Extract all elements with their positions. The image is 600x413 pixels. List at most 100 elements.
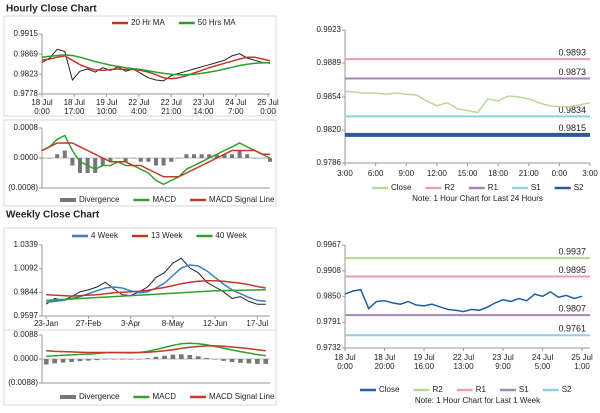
divergence-bar	[94, 359, 100, 361]
divergence-bar	[128, 359, 133, 360]
series-line	[46, 289, 266, 302]
x-tick-label: 3:00	[582, 169, 598, 178]
x-tick-label: 24 Jul	[532, 353, 554, 362]
divergence-bar	[70, 158, 75, 166]
series-line	[41, 54, 271, 76]
level-label: 0.9815	[558, 123, 586, 133]
divergence-bar	[77, 158, 83, 173]
x-tick-label: 9:00	[398, 169, 414, 178]
legend-label: S1	[519, 385, 529, 394]
series-line	[41, 134, 271, 186]
x-tick-label: 24 Jul	[225, 98, 247, 107]
legend-label: Close	[379, 385, 400, 394]
divergence-bar	[260, 158, 265, 159]
series-line	[46, 264, 266, 304]
divergence-bar	[162, 355, 167, 359]
x-tick-label: 5:00	[535, 362, 551, 371]
level-label: 0.9834	[558, 105, 586, 115]
legend-label: MACD Signal Line	[209, 392, 275, 401]
x-tick-label: 6:00	[368, 169, 384, 178]
y-tick-label: 0.9597	[14, 311, 39, 320]
x-tick-label: 19 Jul	[413, 353, 435, 362]
series-line	[46, 342, 266, 358]
legend-label: 50 Hrs MA	[198, 18, 236, 27]
x-tick-label: 3-Apr	[121, 319, 141, 328]
y-tick-label: 0.9820	[317, 125, 342, 134]
series-line	[41, 55, 271, 80]
y-tick-label: 0.9850	[317, 291, 342, 300]
divergence-bar	[238, 359, 243, 363]
divergence-bar	[111, 359, 117, 360]
divergence-bar	[131, 158, 136, 159]
series-line	[41, 142, 270, 178]
divergence-bar	[60, 359, 66, 363]
x-tick-label: 25 Jul	[257, 98, 279, 107]
divergence-bar	[229, 359, 235, 362]
level-label: 0.9895	[558, 265, 586, 275]
y-tick-label: (0.0088)	[8, 378, 38, 387]
divergence-bar	[255, 359, 260, 364]
x-tick-label: 22 Jul	[128, 98, 150, 107]
divergence-bar	[207, 154, 212, 158]
y-tick-label: 0.9778	[14, 89, 39, 98]
section-title: Hourly Close Chart	[6, 4, 97, 15]
x-tick-label: 1:00	[574, 362, 590, 371]
divergence-bar	[204, 357, 209, 359]
close-line	[41, 48, 271, 82]
divergence-bar	[77, 359, 83, 362]
x-tick-label: 18 Jul	[64, 98, 86, 107]
panel-frame	[3, 119, 277, 207]
x-tick-label: 21:00	[161, 107, 182, 116]
x-tick-label: 23 Jul	[193, 98, 215, 107]
x-tick-label: 17:00	[64, 107, 85, 116]
divergence-bar	[100, 158, 105, 166]
x-tick-label: 18:00	[488, 169, 509, 178]
legend-label: 40 Week	[215, 231, 247, 240]
level-label: 0.9893	[558, 47, 586, 57]
legend-label: MACD Signal Line	[209, 195, 275, 204]
divergence-bar	[119, 359, 125, 360]
divergence-bar	[69, 359, 74, 362]
chart-note: Note: 1 Hour Chart for Last 24 Hours	[412, 194, 543, 203]
legend-label: Divergence	[79, 195, 120, 204]
divergence-bar	[43, 359, 49, 365]
y-tick-label: 0.0008	[14, 123, 39, 132]
y-tick-label: 1.0339	[14, 240, 39, 249]
series-line	[344, 90, 591, 114]
divergence-bar	[161, 158, 166, 166]
x-tick-label: 9:00	[495, 362, 511, 371]
divergence-bar	[145, 358, 150, 359]
y-tick-label: 0.9844	[14, 287, 39, 296]
close-line	[45, 257, 266, 305]
x-tick-label: 17-Jul	[246, 319, 268, 328]
divergence-bar	[103, 359, 108, 360]
y-tick-label: (0.0008)	[8, 183, 38, 192]
x-tick-label: 21:00	[519, 169, 540, 178]
x-tick-label: 12-Jun	[203, 319, 227, 328]
divergence-bar	[187, 354, 193, 359]
legend-label: R1	[476, 385, 487, 394]
legend-label: R2	[444, 183, 455, 192]
divergence-bar	[246, 359, 252, 364]
x-tick-label: 27-Feb	[76, 319, 102, 328]
x-tick-label: 3:00	[337, 169, 353, 178]
x-tick-label: 0:00	[552, 169, 568, 178]
divergence-bar	[55, 154, 60, 158]
legend-label: S2	[574, 183, 584, 192]
divergence-bar	[199, 154, 204, 158]
x-tick-label: 19 Jul	[96, 98, 118, 107]
divergence-bar	[237, 150, 242, 158]
divergence-bar	[179, 354, 184, 359]
x-tick-label: 18 Jul	[334, 353, 356, 362]
series-line	[46, 345, 266, 354]
panel-frame	[3, 329, 277, 406]
y-tick-label: 0.9889	[317, 58, 342, 67]
level-label: 0.9807	[558, 304, 586, 314]
divergence-bar	[214, 154, 219, 158]
x-tick-label: 0:00	[337, 362, 353, 371]
x-tick-label: 8-May	[162, 319, 184, 328]
level-label: 0.9873	[558, 67, 586, 77]
divergence-bar	[191, 154, 197, 158]
y-tick-label: 0.9923	[317, 25, 342, 34]
